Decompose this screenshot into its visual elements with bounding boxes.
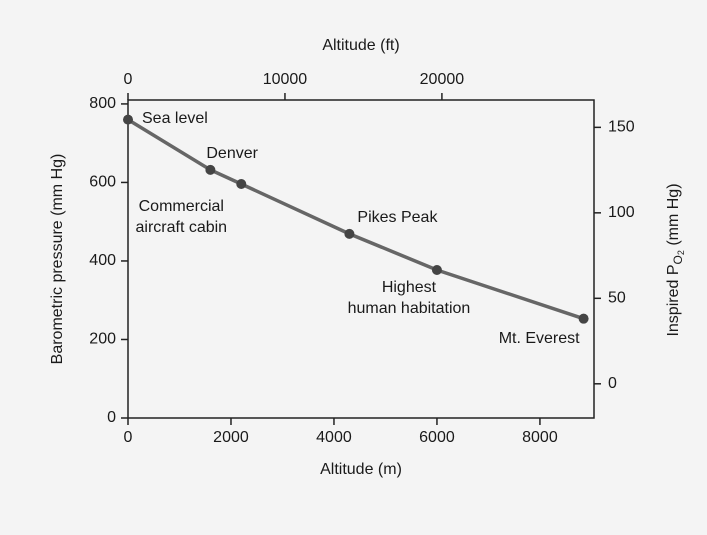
y-tick-label: 800: [89, 95, 116, 112]
data-line: [127, 118, 585, 321]
data-point: [236, 179, 247, 190]
data-point: [205, 164, 216, 175]
x-tick-label: 2000: [213, 429, 249, 446]
y2-label-part: 2: [676, 250, 686, 255]
data-point: [344, 228, 355, 239]
x2-tick-label: 20000: [420, 71, 465, 88]
y-axis-label: Barometric pressure (mm Hg): [49, 154, 66, 365]
data-point: [578, 313, 589, 324]
point-label: Sea level: [142, 110, 208, 127]
y2-tick-label: 150: [608, 119, 635, 136]
y-tick-label: 200: [89, 331, 116, 348]
y-tick-label: 400: [89, 252, 116, 269]
point-label: Mt. Everest: [499, 330, 580, 347]
y2-tick-label: 50: [608, 290, 626, 307]
x2-axis-label: Altitude (ft): [322, 37, 399, 54]
point-label: human habitation: [348, 300, 471, 317]
point-label: Denver: [206, 145, 258, 162]
y2-tick-label: 100: [608, 204, 635, 221]
x-tick-label: 0: [124, 429, 133, 446]
point-label: Commercial: [139, 198, 224, 215]
y2-tick-label: 0: [608, 375, 617, 392]
x-tick-label: 4000: [316, 429, 352, 446]
y2-label-part: Inspired P: [665, 264, 682, 336]
y2-label-part: (mm Hg): [665, 183, 682, 250]
plot-frame: [127, 99, 595, 419]
point-label: aircraft cabin: [135, 219, 227, 236]
data-point: [123, 114, 133, 125]
x-axis-label: Altitude (m): [320, 461, 402, 478]
x-tick-label: 6000: [419, 429, 455, 446]
point-label: Highest: [382, 279, 437, 296]
y2-label-part: O: [671, 255, 685, 264]
point-label: Pikes Peak: [357, 209, 438, 226]
y-tick-label: 0: [107, 409, 116, 426]
data-point: [431, 264, 442, 275]
y2-axis-label: Inspired PO2 (mm Hg): [665, 183, 686, 336]
x2-tick-label: 0: [124, 71, 133, 88]
x2-tick-label: 10000: [263, 71, 308, 88]
y-tick-label: 600: [89, 174, 116, 191]
x-tick-label: 8000: [522, 429, 558, 446]
